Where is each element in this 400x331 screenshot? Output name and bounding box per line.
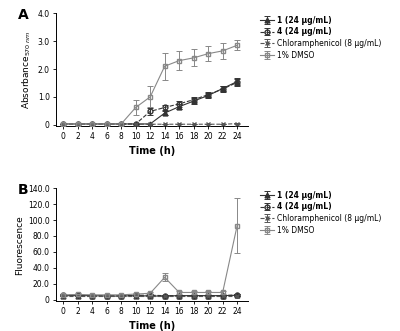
Legend: 1 (24 μg/mL), 4 (24 μg/mL), Chloramphenicol (8 μg/mL), 1% DMSO: 1 (24 μg/mL), 4 (24 μg/mL), Chlorampheni… [260, 15, 382, 60]
Y-axis label: Absorbance$_{570\ nm}$: Absorbance$_{570\ nm}$ [21, 30, 34, 109]
Text: A: A [18, 8, 28, 22]
Text: B: B [18, 183, 28, 197]
X-axis label: Time (h): Time (h) [129, 146, 175, 156]
Y-axis label: Fluorescence: Fluorescence [15, 215, 24, 275]
Legend: 1 (24 μg/mL), 4 (24 μg/mL), Chloramphenicol (8 μg/mL), 1% DMSO: 1 (24 μg/mL), 4 (24 μg/mL), Chlorampheni… [260, 190, 382, 235]
X-axis label: Time (h): Time (h) [129, 321, 175, 331]
